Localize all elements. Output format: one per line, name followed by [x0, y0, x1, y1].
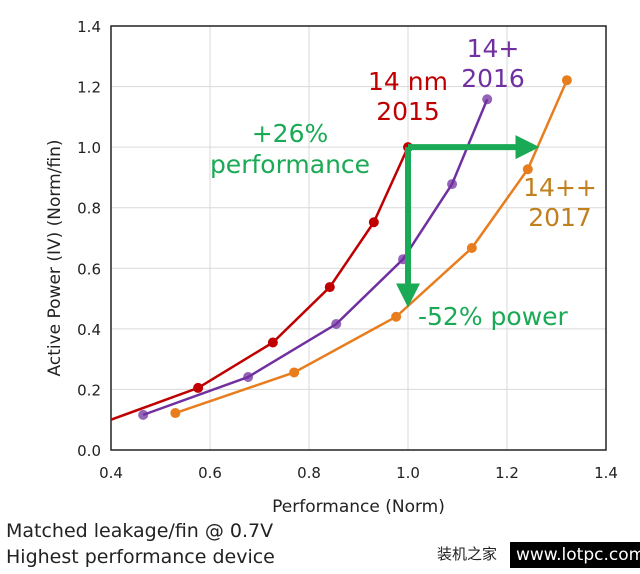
data-point	[482, 94, 493, 105]
annotation-text: +26%	[252, 119, 329, 148]
y-tick-label: 1.4	[77, 18, 101, 36]
series-label: 2015	[376, 97, 440, 126]
data-point	[267, 337, 278, 348]
series-label: 2016	[461, 64, 525, 93]
y-tick-label: 0.0	[77, 442, 101, 460]
footer-line-1: Matched leakage/fin @ 0.7V	[6, 520, 274, 542]
x-tick-label: 0.6	[198, 464, 222, 482]
data-point	[324, 282, 335, 293]
series-label: 2017	[528, 203, 592, 232]
annotation-text: performance	[210, 150, 370, 179]
data-point	[243, 372, 254, 383]
x-tick-label: 1.4	[594, 464, 618, 482]
x-tick-label: 1.2	[495, 464, 519, 482]
series-label: 14++	[523, 173, 597, 202]
annotation-text: -52% power	[418, 302, 569, 331]
x-tick-label: 0.8	[297, 464, 321, 482]
x-axis-label: Performance (Norm)	[272, 497, 445, 517]
series-line	[142, 98, 489, 417]
data-point	[289, 367, 300, 378]
x-tick-label: 0.4	[99, 464, 123, 482]
watermark-url: www.lotpc.com	[510, 542, 640, 568]
data-point	[368, 217, 379, 228]
data-point	[170, 408, 181, 419]
series-line	[110, 146, 410, 421]
data-point	[466, 242, 477, 253]
y-tick-label: 1.2	[77, 79, 101, 97]
x-tick-label: 1.0	[396, 464, 420, 482]
data-point	[391, 311, 402, 322]
y-tick-label: 0.2	[77, 381, 101, 399]
data-point	[193, 382, 204, 393]
data-point	[331, 319, 342, 330]
data-point	[522, 164, 533, 175]
data-point	[138, 409, 149, 420]
watermark-cn: 装机之家	[437, 545, 498, 563]
data-point	[561, 75, 572, 86]
y-tick-label: 0.8	[77, 200, 101, 218]
y-tick-label: 1.0	[77, 139, 101, 157]
series-line	[174, 79, 569, 415]
data-point	[447, 179, 458, 190]
footer-line-2: Highest performance device	[6, 546, 275, 568]
y-tick-label: 0.4	[77, 321, 101, 339]
y-tick-label: 0.6	[77, 260, 101, 278]
plot-frame	[110, 25, 607, 451]
y-axis-label: Active Power (IV) (Norm/fin)	[45, 140, 65, 377]
series-label: 14+	[467, 34, 520, 63]
series-label: 14 nm	[368, 67, 448, 96]
